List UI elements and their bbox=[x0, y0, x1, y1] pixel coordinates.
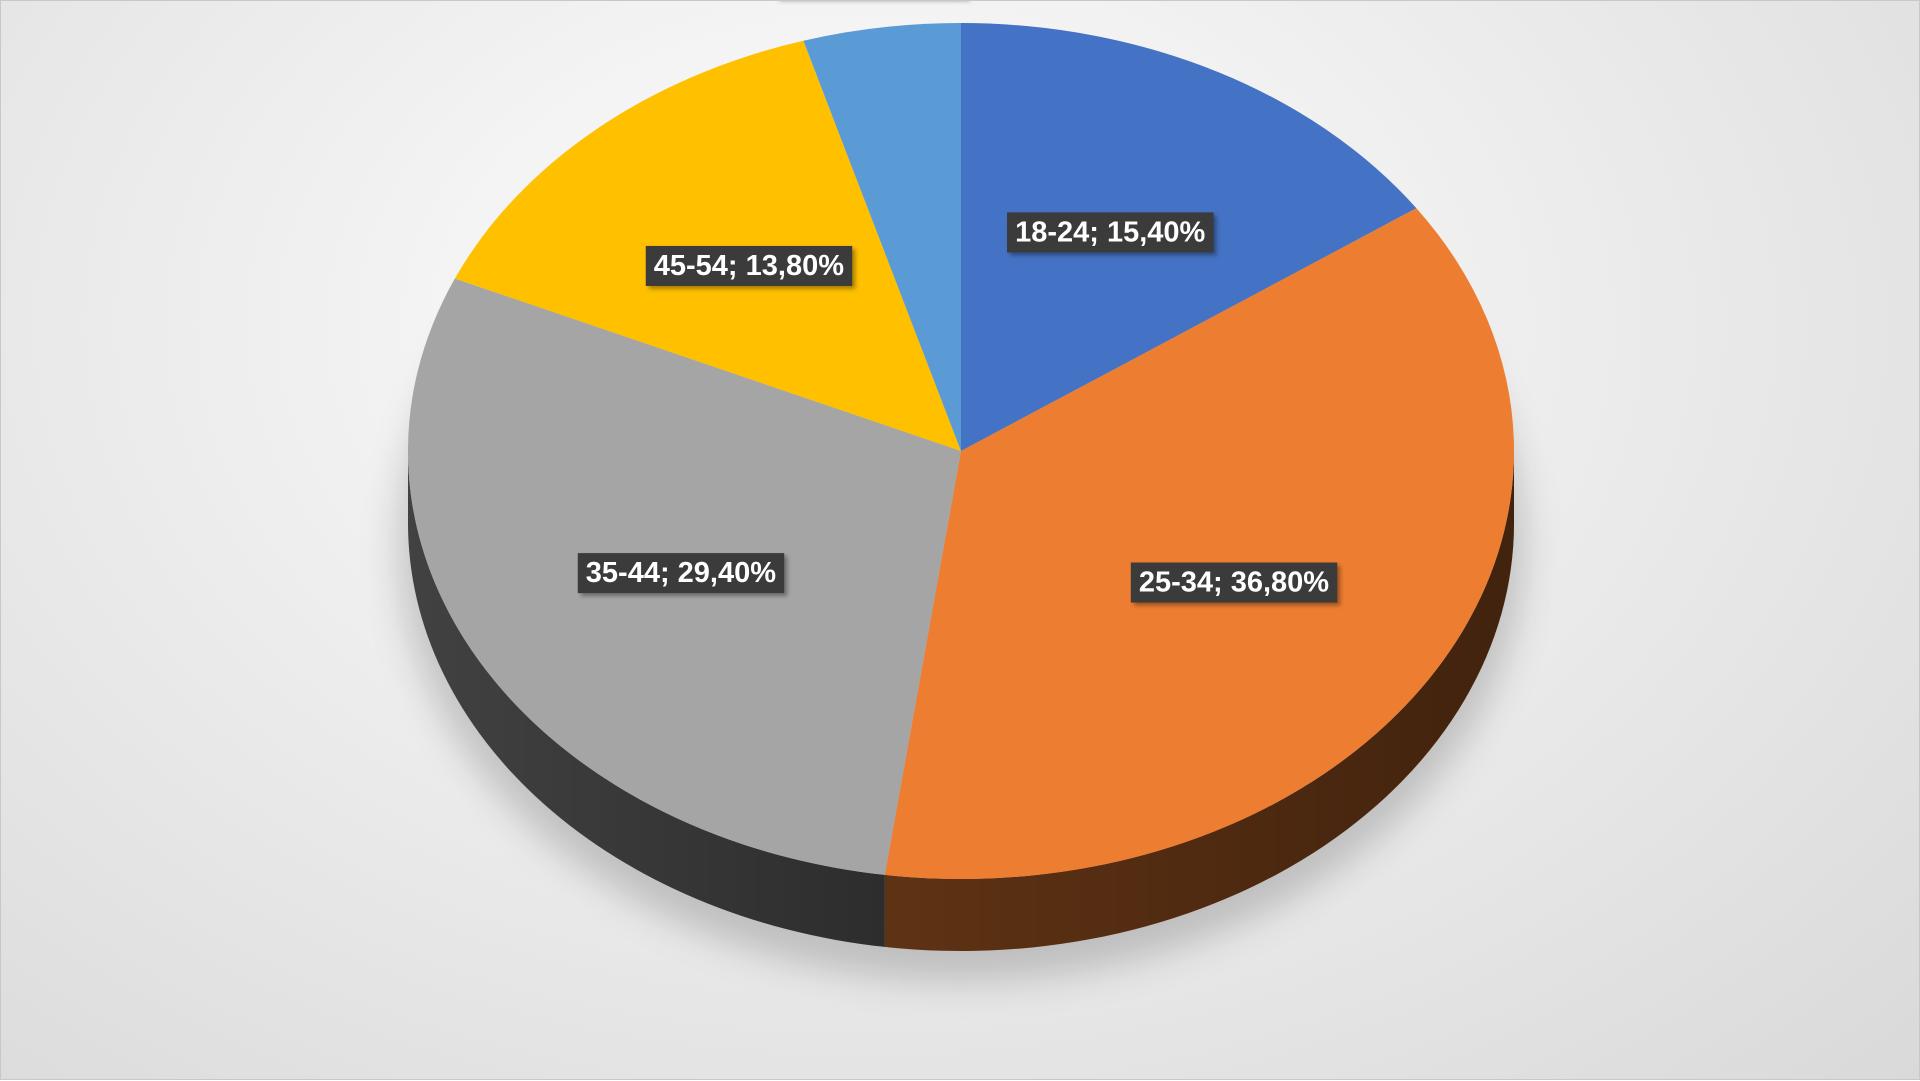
data-label-text: 18-24; 15,40% bbox=[1015, 216, 1205, 248]
pie-side-shade-35-44 bbox=[408, 451, 885, 947]
data-label-box bbox=[1130, 562, 1338, 603]
pie-sides bbox=[408, 451, 1514, 951]
data-label-text: 35-44; 29,40% bbox=[586, 557, 776, 589]
pie-slice-45-54 bbox=[454, 40, 961, 451]
pie-labels: 18-24; 15,40% 25-34; 36,80% 35-44; 29,40% 4… bbox=[577, 212, 1338, 603]
data-label-25-34: 25-34; 36,80% bbox=[1130, 562, 1338, 603]
pie-side-shade-25-34 bbox=[884, 451, 1514, 951]
data-label-box bbox=[1007, 212, 1214, 253]
pie-slices bbox=[408, 23, 1515, 880]
data-label-35-44: 35-44; 29,40% bbox=[577, 553, 785, 594]
pie-slice-25-34 bbox=[884, 208, 1515, 880]
data-label-text: 45-54; 13,80% bbox=[654, 250, 844, 282]
data-label-box bbox=[577, 553, 785, 594]
data-label-18-24: 18-24; 15,40% bbox=[1007, 212, 1214, 253]
pie-slice-55-64 bbox=[803, 23, 961, 451]
data-label-text: 25-34; 36,80% bbox=[1139, 567, 1329, 599]
data-label-45-54: 45-54; 13,80% bbox=[645, 245, 853, 286]
data-label-box bbox=[645, 245, 853, 286]
